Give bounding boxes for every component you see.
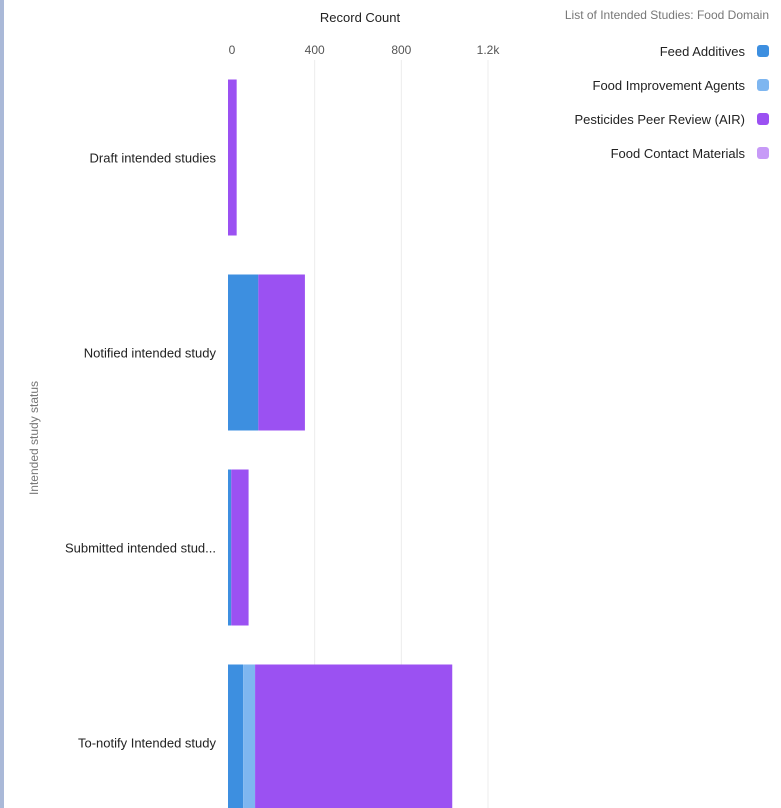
- legend-items: Feed Additives Food Improvement Agents Pes…: [565, 34, 769, 170]
- legend-item[interactable]: Pesticides Peer Review (AIR): [565, 102, 769, 136]
- legend-swatch: [757, 45, 769, 57]
- bar-segment[interactable]: [228, 664, 244, 808]
- y-axis-title: Intended study status: [27, 381, 41, 495]
- bar-segment[interactable]: [231, 469, 249, 626]
- bar-segment[interactable]: [243, 664, 256, 808]
- legend-item[interactable]: Food Contact Materials: [565, 136, 769, 170]
- bar-segment[interactable]: [255, 664, 453, 808]
- x-tick-label: 400: [305, 43, 325, 57]
- category-label: Draft intended studies: [90, 151, 217, 166]
- legend-swatch: [757, 79, 769, 91]
- category-label: To-notify Intended study: [78, 736, 217, 751]
- legend-label: Pesticides Peer Review (AIR): [574, 111, 746, 127]
- legend: List of Intended Studies: Food Domain Fe…: [565, 8, 769, 170]
- category-labels: Draft intended studies Notified intended …: [65, 151, 217, 751]
- x-tick-label: 0: [229, 43, 236, 57]
- legend-label: Food Improvement Agents: [592, 77, 745, 93]
- legend-item[interactable]: Food Improvement Agents: [565, 68, 769, 102]
- bar-segment[interactable]: [258, 274, 305, 431]
- x-tick-label: 800: [391, 43, 411, 57]
- legend-label: Food Contact Materials: [610, 145, 745, 161]
- chart-title: Record Count: [320, 10, 401, 25]
- left-edge-strip: [0, 0, 4, 808]
- category-label: Submitted intended stud...: [65, 541, 216, 556]
- legend-title: List of Intended Studies: Food Domain: [564, 8, 769, 22]
- bar-segment[interactable]: [228, 469, 232, 626]
- category-label: Notified intended study: [84, 346, 217, 361]
- x-axis-ticks: 0 400 800 1.2k: [229, 43, 501, 57]
- legend-item[interactable]: Feed Additives: [565, 34, 769, 68]
- bar-segment[interactable]: [228, 79, 237, 236]
- bar-segment[interactable]: [228, 274, 259, 431]
- legend-swatch: [757, 113, 769, 125]
- legend-swatch: [757, 147, 769, 159]
- legend-label: Feed Additives: [659, 43, 745, 59]
- x-tick-label: 1.2k: [477, 43, 501, 57]
- bars: [228, 79, 453, 808]
